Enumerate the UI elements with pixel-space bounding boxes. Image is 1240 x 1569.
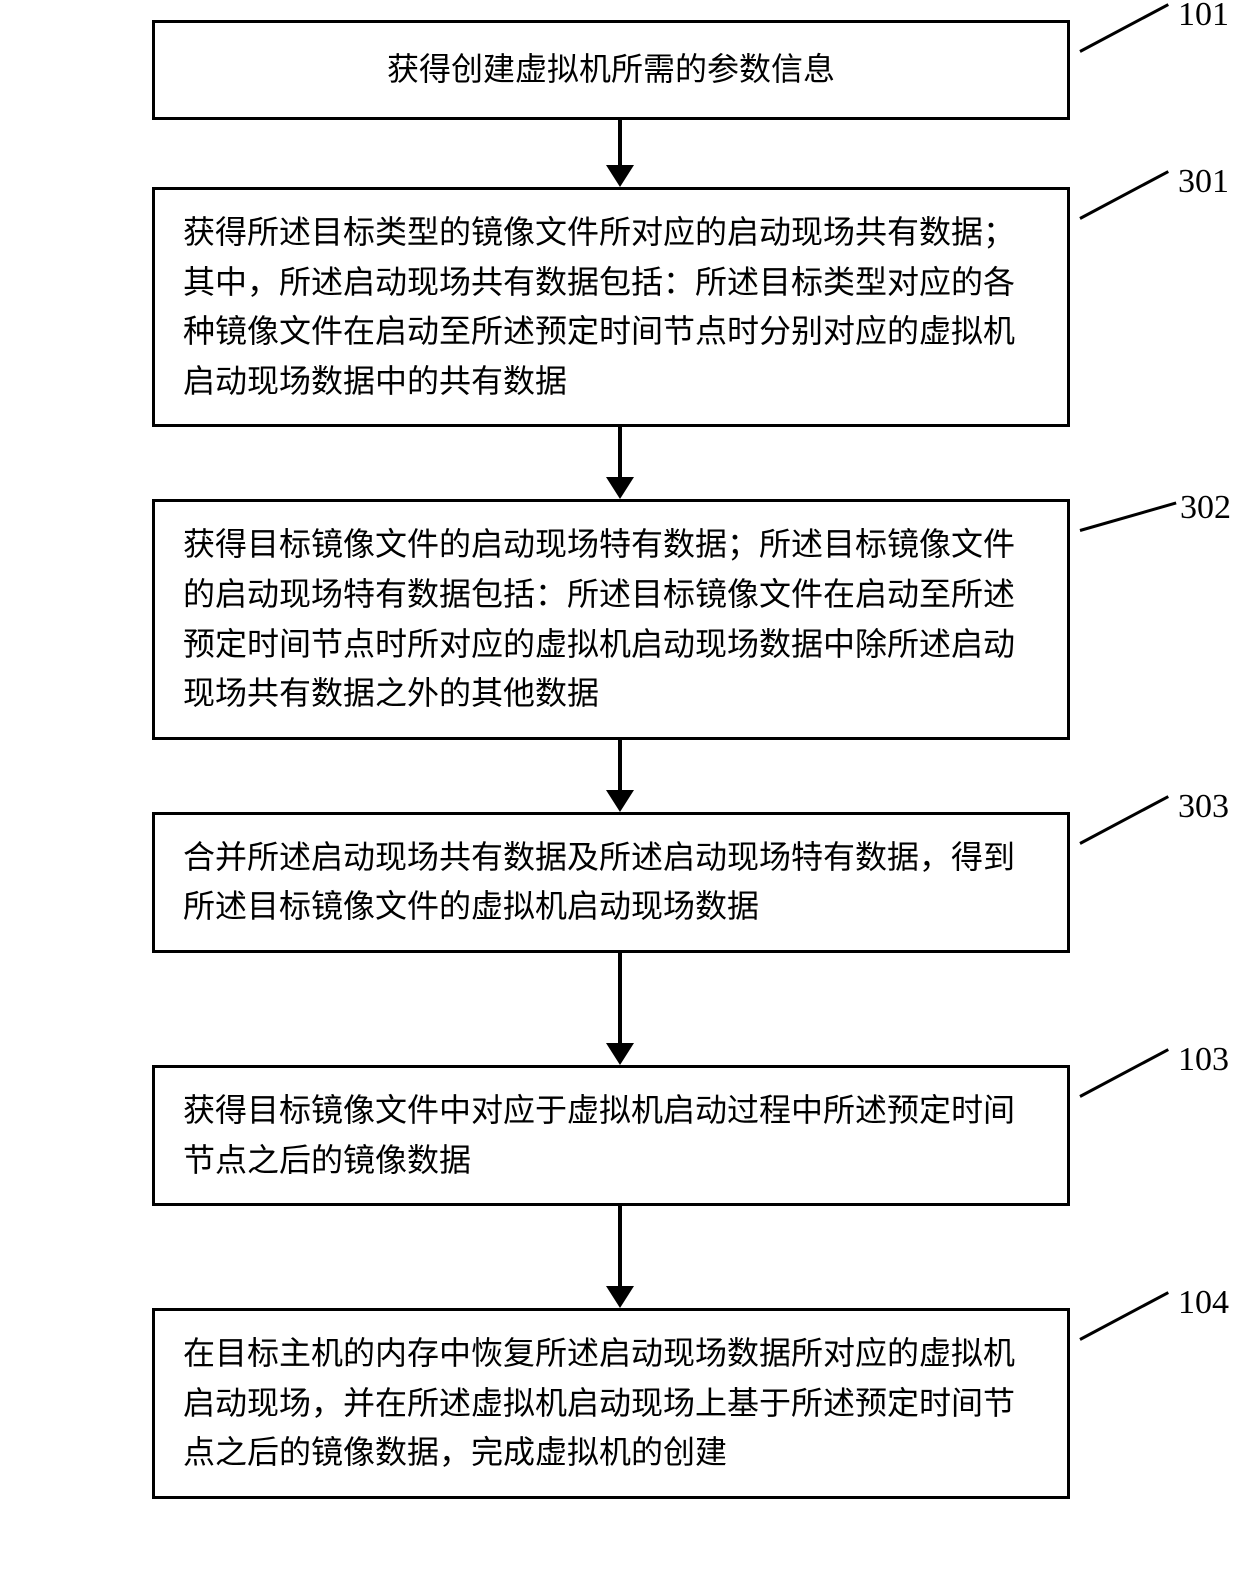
flowchart-container: 获得创建虚拟机所需的参数信息101获得所述目标类型的镜像文件所对应的启动现场共有… xyxy=(20,20,1220,1499)
step-row: 获得所述目标类型的镜像文件所对应的启动现场共有数据；其中，所述启动现场共有数据包… xyxy=(20,187,1220,427)
leader-line xyxy=(1079,3,1169,53)
arrow-shaft xyxy=(618,953,622,1043)
step-number: 104 xyxy=(1178,1284,1229,1322)
step-row: 在目标主机的内存中恢复所述启动现场数据所对应的虚拟机启动现场，并在所述虚拟机启动… xyxy=(20,1308,1220,1499)
step-label-container: 302 xyxy=(1080,499,1220,729)
step-label-container: 303 xyxy=(1080,812,1220,947)
arrow-head-icon xyxy=(606,477,634,499)
arrow-shaft xyxy=(618,427,622,477)
step-box: 获得创建虚拟机所需的参数信息 xyxy=(152,20,1070,120)
step-label-container: 101 xyxy=(1080,20,1220,120)
step-number: 301 xyxy=(1178,163,1229,201)
down-arrow-icon xyxy=(606,120,634,187)
down-arrow-icon xyxy=(606,953,634,1065)
step-number: 101 xyxy=(1178,0,1229,34)
arrow-head-icon xyxy=(606,790,634,812)
leader-line xyxy=(1080,502,1177,532)
arrow-shaft xyxy=(618,740,622,790)
arrow-container xyxy=(20,120,1220,187)
step-number: 302 xyxy=(1180,489,1231,527)
step-row: 获得目标镜像文件中对应于虚拟机启动过程中所述预定时间节点之后的镜像数据103 xyxy=(20,1065,1220,1206)
arrow-head-icon xyxy=(606,1043,634,1065)
arrow-head-icon xyxy=(606,165,634,187)
step-row: 获得目标镜像文件的启动现场特有数据；所述目标镜像文件的启动现场特有数据包括：所述… xyxy=(20,499,1220,739)
arrow-shaft xyxy=(618,1206,622,1286)
step-box: 合并所述启动现场共有数据及所述启动现场特有数据，得到所述目标镜像文件的虚拟机启动… xyxy=(152,812,1070,953)
step-box: 在目标主机的内存中恢复所述启动现场数据所对应的虚拟机启动现场，并在所述虚拟机启动… xyxy=(152,1308,1070,1499)
down-arrow-icon xyxy=(606,427,634,499)
arrow-container xyxy=(20,1206,1220,1308)
step-label-container: 301 xyxy=(1080,187,1220,417)
step-box: 获得目标镜像文件中对应于虚拟机启动过程中所述预定时间节点之后的镜像数据 xyxy=(152,1065,1070,1206)
arrow-shaft xyxy=(618,120,622,165)
step-row: 合并所述启动现场共有数据及所述启动现场特有数据，得到所述目标镜像文件的虚拟机启动… xyxy=(20,812,1220,953)
arrow-container xyxy=(20,953,1220,1065)
step-box: 获得所述目标类型的镜像文件所对应的启动现场共有数据；其中，所述启动现场共有数据包… xyxy=(152,187,1070,427)
arrow-head-icon xyxy=(606,1286,634,1308)
step-row: 获得创建虚拟机所需的参数信息101 xyxy=(20,20,1220,120)
down-arrow-icon xyxy=(606,740,634,812)
step-number: 103 xyxy=(1178,1041,1229,1079)
step-label-container: 104 xyxy=(1080,1308,1220,1488)
step-number: 303 xyxy=(1178,788,1229,826)
step-label-container: 103 xyxy=(1080,1065,1220,1200)
down-arrow-icon xyxy=(606,1206,634,1308)
arrow-container xyxy=(20,427,1220,499)
step-box: 获得目标镜像文件的启动现场特有数据；所述目标镜像文件的启动现场特有数据包括：所述… xyxy=(152,499,1070,739)
arrow-container xyxy=(20,740,1220,812)
